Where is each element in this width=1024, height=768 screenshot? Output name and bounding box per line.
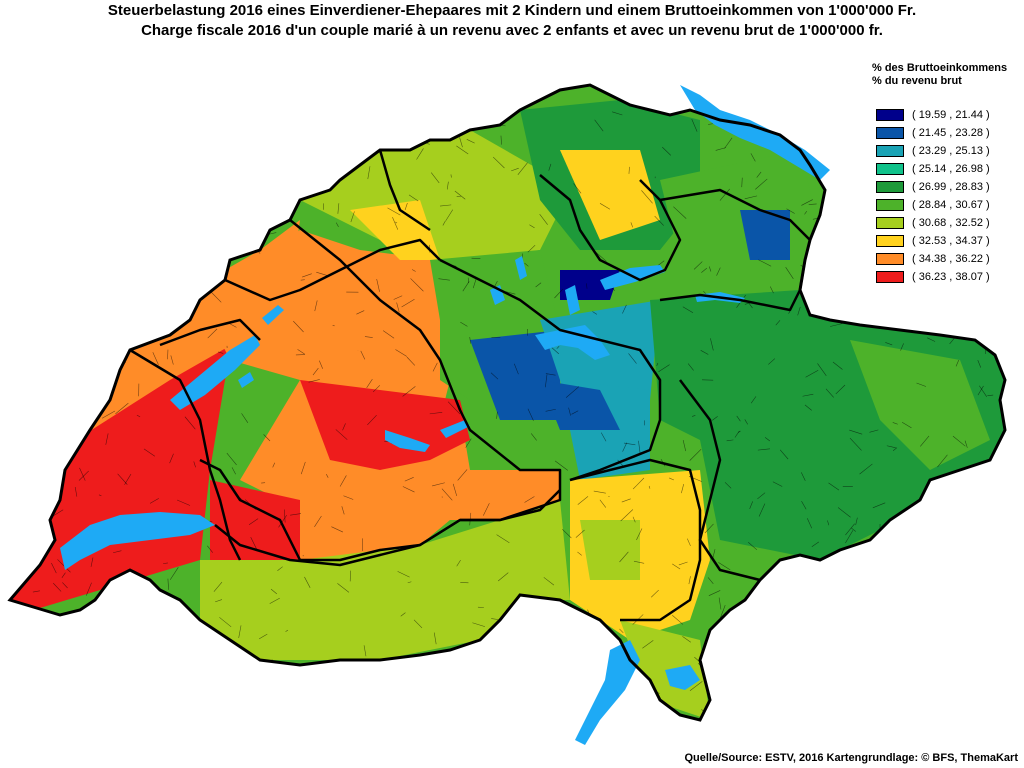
legend-range-label: ( 26.99 , 28.83 ) <box>912 181 990 193</box>
region-fill <box>200 230 460 420</box>
legend: % des Bruttoeinkommens % du revenu brut … <box>870 62 1020 286</box>
legend-swatch <box>876 217 904 229</box>
legend-item: ( 32.53 , 34.37 ) <box>870 232 1020 250</box>
lake-lugano <box>665 665 700 690</box>
legend-swatch <box>876 127 904 139</box>
canton-border-stgallen <box>659 188 811 241</box>
legend-swatch <box>876 181 904 193</box>
region-fill <box>740 210 790 260</box>
lake-hallwil <box>515 256 527 280</box>
region-fill <box>350 200 440 260</box>
canton-border-basel <box>378 149 431 232</box>
legend-heading-de: % des Bruttoeinkommens <box>872 62 1008 74</box>
legend-swatch <box>876 199 904 211</box>
lake-maggiore <box>575 640 640 745</box>
region-fill <box>560 150 660 240</box>
region-fill <box>580 520 640 580</box>
lake-thun <box>385 430 430 452</box>
lake-zug <box>565 285 580 315</box>
legend-range-label: ( 19.59 , 21.44 ) <box>912 109 990 121</box>
lake-brienz <box>440 420 470 438</box>
legend-item: ( 30.68 , 32.52 ) <box>870 214 1020 232</box>
legend-range-label: ( 23.29 , 25.13 ) <box>912 145 990 157</box>
legend-swatch <box>876 253 904 265</box>
map-title-de: Steuerbelastung 2016 eines Einverdiener-… <box>107 2 917 19</box>
legend-item: ( 25.14 , 26.98 ) <box>870 160 1020 178</box>
legend-item: ( 34.38 , 36.22 ) <box>870 250 1020 268</box>
legend-range-label: ( 25.14 , 26.98 ) <box>912 163 990 175</box>
legend-swatch <box>876 163 904 175</box>
legend-items: ( 19.59 , 21.44 ) ( 21.45 , 23.28 ) ( 23.2… <box>870 106 1020 286</box>
canton-border-jura <box>224 238 441 302</box>
legend-swatch <box>876 145 904 157</box>
region-fill <box>430 250 560 400</box>
legend-item: ( 19.59 , 21.44 ) <box>870 106 1020 124</box>
region-fill <box>540 380 620 430</box>
canton-border-vaud-fribourg <box>129 348 242 561</box>
canton-border-valais <box>214 489 561 567</box>
legend-range-label: ( 30.68 , 32.52 ) <box>912 217 990 229</box>
lake-neuchatel <box>170 335 260 410</box>
lake-constance <box>680 85 830 180</box>
legend-item: ( 23.29 , 25.13 ) <box>870 142 1020 160</box>
lake-murten <box>238 372 254 388</box>
canton-border-ticino <box>569 458 702 622</box>
legend-range-label: ( 36.23 , 38.07 ) <box>912 271 990 283</box>
legend-range-label: ( 32.53 , 34.37 ) <box>912 235 990 247</box>
legend-item: ( 26.99 , 28.83 ) <box>870 178 1020 196</box>
legend-swatch <box>876 235 904 247</box>
lake-geneva <box>60 512 215 570</box>
lake-biel <box>262 305 284 325</box>
region-fill <box>470 330 560 420</box>
legend-item: ( 36.23 , 38.07 ) <box>870 268 1020 286</box>
canton-border-central <box>439 258 662 482</box>
region-fill <box>200 500 570 660</box>
legend-range-label: ( 34.38 , 36.22 ) <box>912 253 990 265</box>
legend-swatch <box>876 271 904 283</box>
canton-border-neuchatel <box>159 318 261 347</box>
canton-border-zurich <box>539 174 682 282</box>
legend-heading-fr: % du revenu brut <box>872 75 962 87</box>
legend-item: ( 28.84 , 30.67 ) <box>870 196 1020 214</box>
legend-range-label: ( 28.84 , 30.67 ) <box>912 199 990 211</box>
map-title-fr: Charge fiscale 2016 d'un couple marié à … <box>141 22 883 39</box>
legend-range-label: ( 21.45 , 23.28 ) <box>912 127 990 139</box>
legend-swatch <box>876 109 904 121</box>
lake-lucerne <box>535 325 610 360</box>
legend-item: ( 21.45 , 23.28 ) <box>870 124 1020 142</box>
canton-border-bern <box>199 219 562 562</box>
source-credit: Quelle/Source: ESTV, 2016 Kartengrundlag… <box>684 752 1018 764</box>
